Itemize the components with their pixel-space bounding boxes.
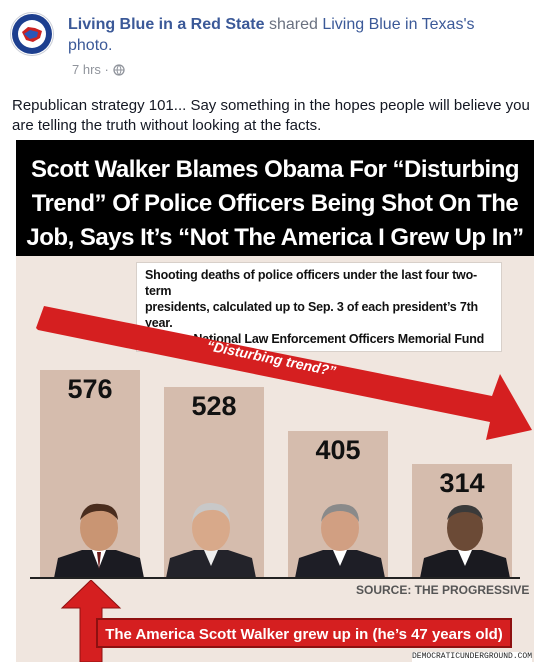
source-page-link[interactable]: Living Blue in Texas's [322, 16, 475, 33]
chart-source: SOURCE: THE PROGRESSIVE [356, 583, 530, 597]
bar-value-label: 528 [191, 391, 237, 422]
shared-photo[interactable]: Scott Walker Blames Obama For “Disturbin… [16, 140, 534, 662]
shared-text: shared [268, 16, 318, 33]
chart-baseline [30, 577, 520, 579]
note-line-3: Source: National Law Enforcement Officer… [145, 332, 485, 346]
headline-line-3: Job, Says It’s “Not The America I Grew U… [26, 224, 524, 251]
meta-separator: · [104, 62, 109, 77]
president-3-photo [295, 500, 385, 583]
bottom-red-label: The America Scott Walker grew up in (he’… [96, 618, 512, 648]
timestamp-link[interactable]: 7 hrs [72, 62, 101, 77]
president-1-photo [54, 500, 144, 583]
bar-value-label: 314 [439, 468, 485, 499]
post-meta: 7 hrs · [72, 62, 125, 79]
image-credit: DEMOCRATICUNDERGROUND.COM [412, 652, 533, 662]
post-text: Republican strategy 101... Say something… [12, 97, 530, 134]
president-2-photo [166, 500, 256, 583]
post-header: Living Blue in a Red State shared Living… [68, 14, 528, 56]
headline-line-1: Scott Walker Blames Obama For “Disturbin… [30, 156, 520, 183]
up-arrow [60, 580, 122, 662]
trend-arrow: “Disturbing trend?” [36, 306, 532, 440]
page-avatar[interactable] [10, 12, 54, 56]
president-4-photo [420, 500, 510, 583]
headline-line-2: Trend” Of Police Officers Being Shot On … [31, 190, 519, 217]
bar-value-label: 576 [67, 374, 113, 404]
photo-link[interactable]: photo. [68, 37, 113, 54]
bar-value-label: 405 [315, 435, 361, 466]
globe-icon[interactable] [112, 64, 125, 79]
note-line-2: presidents, calculated up to Sep. 3 of e… [145, 300, 478, 330]
page-name-link[interactable]: Living Blue in a Red State [68, 16, 265, 33]
note-line-1: Shooting deaths of police officers under… [145, 268, 477, 298]
headline-banner: Scott Walker Blames Obama For “Disturbin… [16, 140, 534, 256]
